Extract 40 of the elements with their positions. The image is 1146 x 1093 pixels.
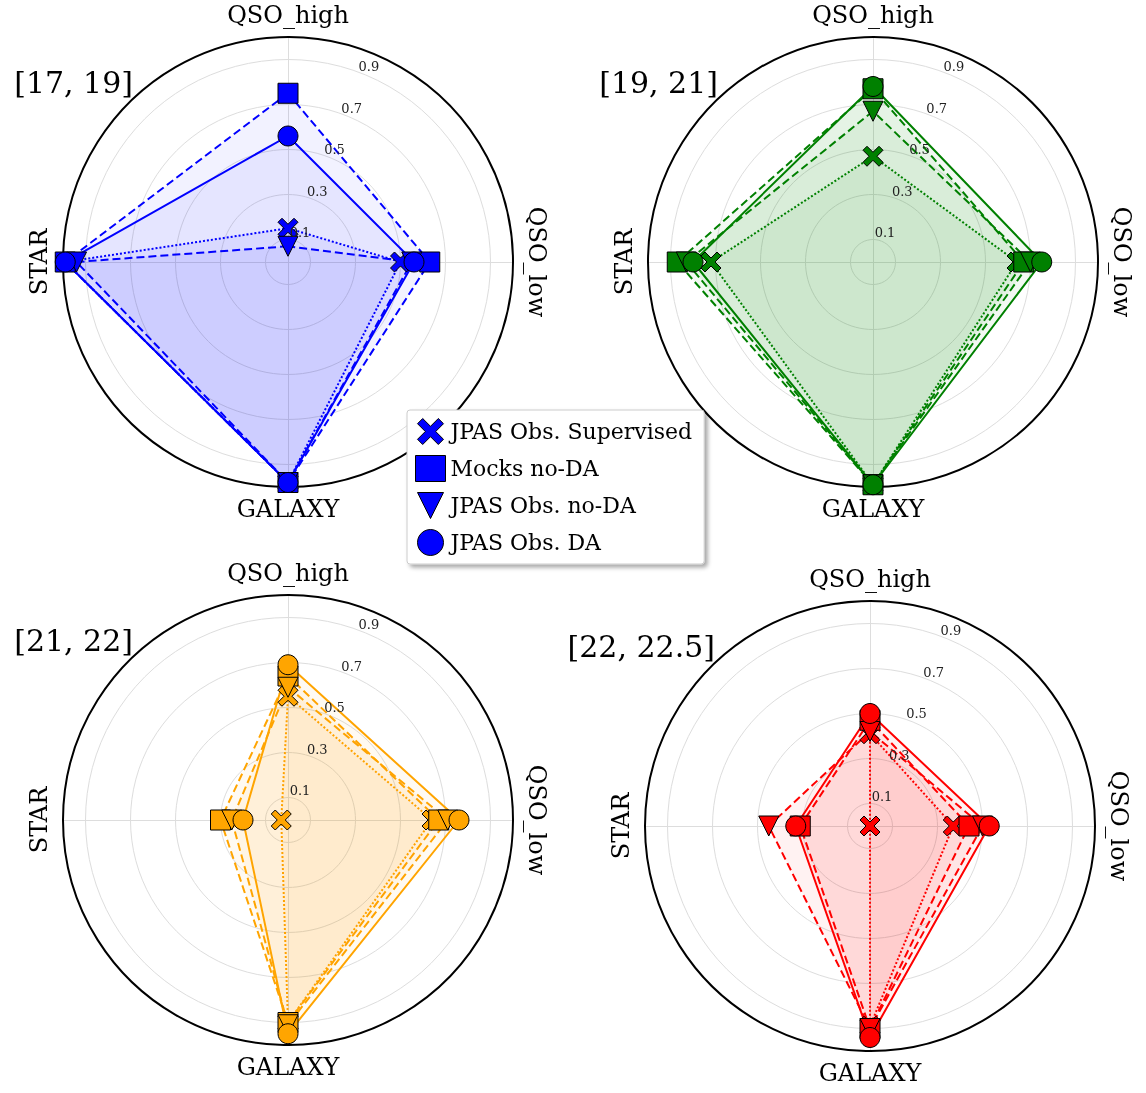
y-tick-label: 0.9: [943, 59, 965, 75]
spoke-label: QSO_low: [523, 206, 551, 318]
spoke-label: QSO_low: [1108, 206, 1136, 318]
legend-label: JPAS Obs. Supervised: [448, 419, 693, 444]
y-tick-label: 0.7: [926, 100, 948, 116]
y-tick-label: 0.7: [341, 100, 363, 116]
spoke-label: QSO_high: [227, 559, 349, 587]
y-tick-label: 0.9: [940, 623, 962, 639]
text: [19, 21]: [599, 64, 718, 100]
spoke-label: GALAXY: [236, 1053, 341, 1081]
y-tick-label: 0.1: [874, 225, 896, 241]
y-tick-label: 0.9: [358, 59, 380, 75]
spoke-label: STAR: [610, 227, 638, 296]
spoke-label: QSO_low: [1105, 770, 1133, 882]
y-tick-label: 0.3: [306, 183, 328, 199]
y-tick-label: 0.5: [324, 142, 345, 158]
text: [22, 22.5]: [567, 628, 715, 664]
legend-label: JPAS Obs. no-DA: [448, 493, 637, 518]
legend-label: JPAS Obs. DA: [448, 530, 603, 555]
spoke-label: STAR: [25, 785, 53, 854]
spoke-label: GALAXY: [236, 495, 341, 523]
spoke-label: STAR: [25, 227, 53, 296]
spoke-label: QSO_high: [809, 565, 931, 593]
spoke-label: GALAXY: [821, 495, 926, 523]
spoke-label: QSO_low: [523, 764, 551, 876]
spoke-label: QSO_high: [812, 1, 934, 29]
text: [17, 19]: [14, 64, 133, 100]
y-tick-label: 0.1: [871, 789, 893, 805]
y-tick-label: 0.3: [306, 741, 328, 757]
y-tick-label: 0.3: [891, 183, 913, 199]
y-tick-label: 0.9: [358, 617, 380, 633]
y-tick-label: 0.7: [923, 664, 945, 680]
legend-label: Mocks no-DA: [450, 456, 600, 481]
text: [21, 22]: [14, 622, 133, 658]
y-tick-label: 0.5: [906, 706, 927, 722]
spoke-label: STAR: [607, 791, 635, 860]
spoke-label: QSO_high: [227, 1, 349, 29]
y-tick-label: 0.7: [341, 658, 363, 674]
y-tick-label: 0.1: [289, 783, 311, 799]
spoke-label: GALAXY: [818, 1059, 923, 1087]
